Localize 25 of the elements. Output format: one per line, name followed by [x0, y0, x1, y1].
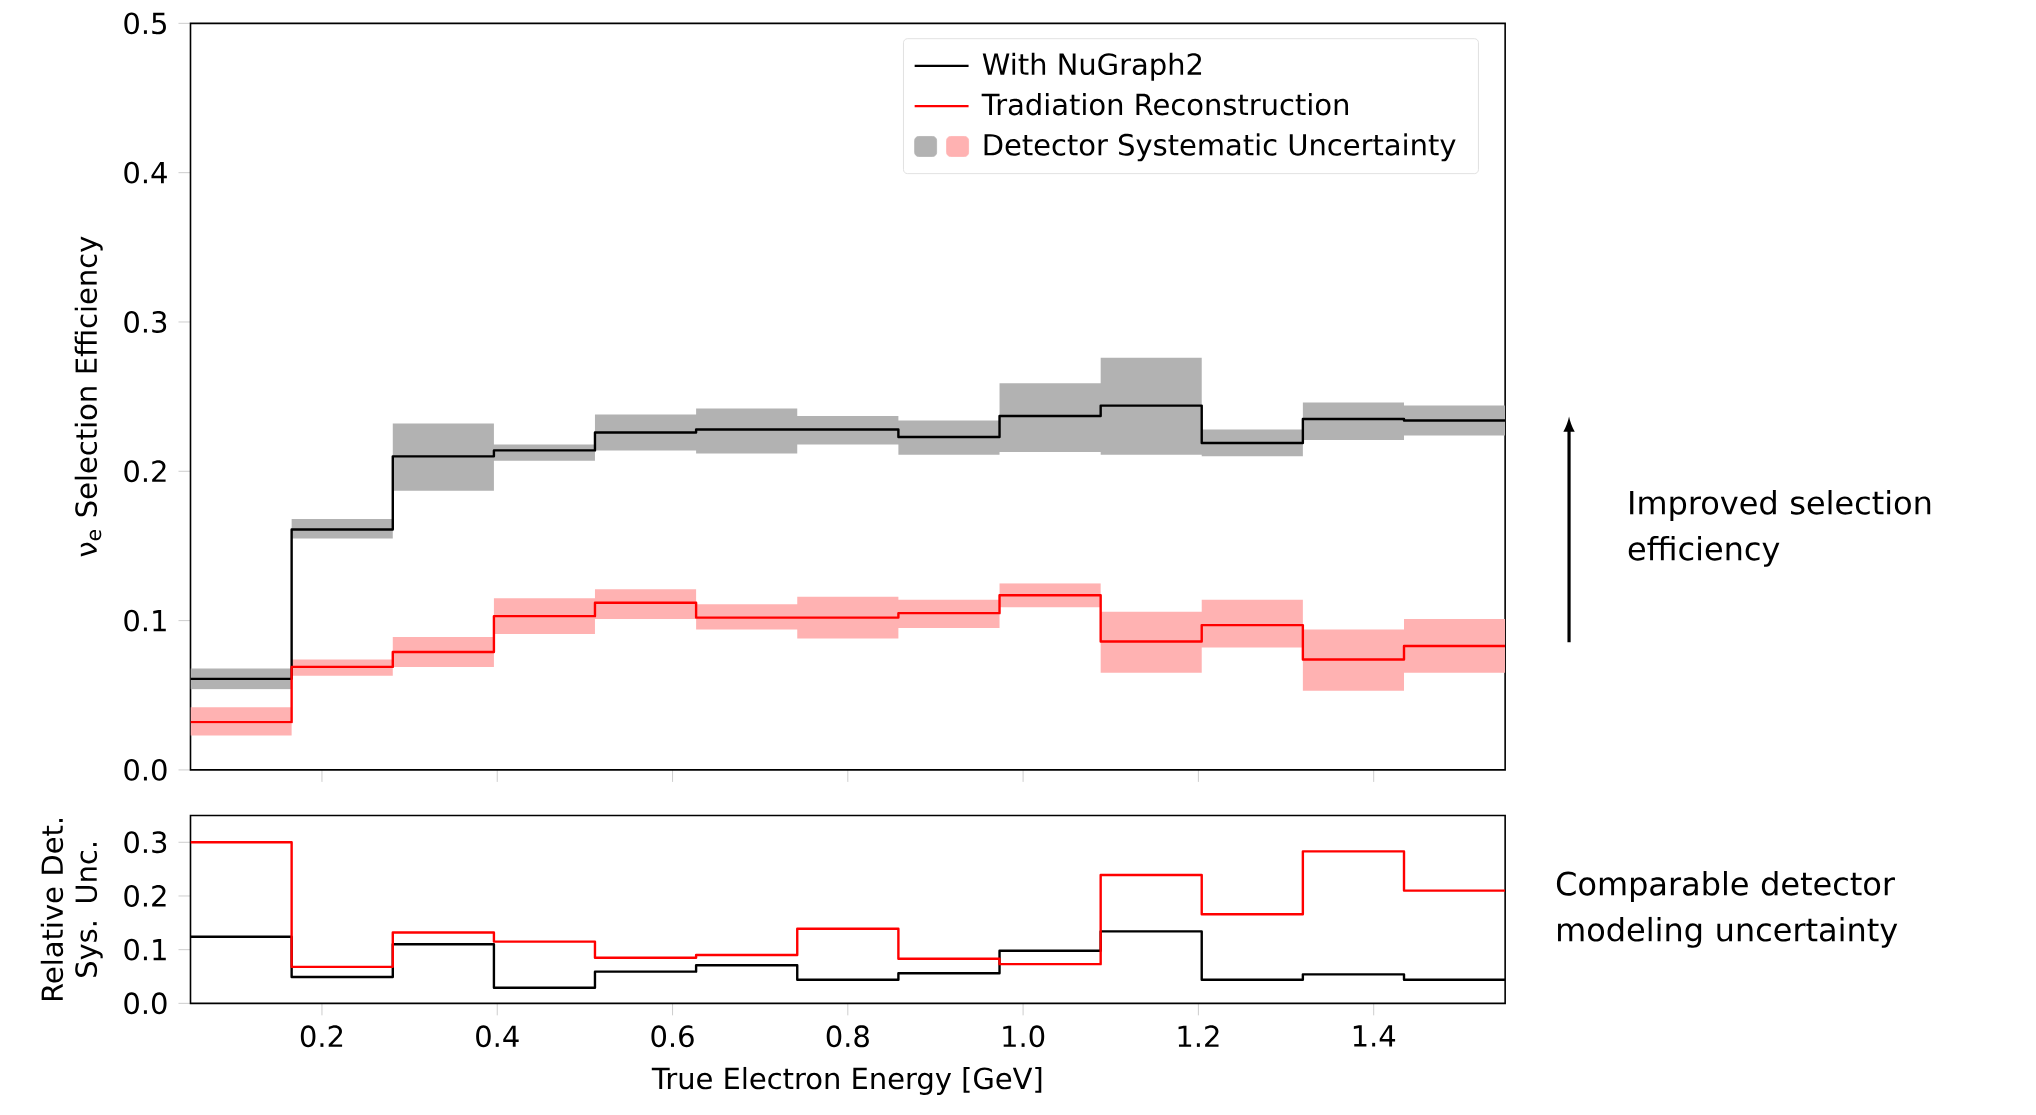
x-tick-label: 0.6 — [651, 1025, 694, 1048]
text: Improved selection efficiency — [1628, 489, 1931, 567]
y-tick-label: 0.3 — [124, 831, 167, 854]
y-tick-label: 0.0 — [124, 758, 167, 781]
y-tick-label: 0.0 — [124, 992, 167, 1015]
x-tick-label: 1.4 — [1353, 1025, 1396, 1047]
x-tick-label: 0.4 — [476, 1025, 519, 1048]
annotation: Detector Systematic Uncertainty — [984, 133, 1456, 162]
x-tick-label: 0.8 — [826, 1025, 869, 1048]
y-tick-label: 0.3 — [124, 310, 167, 333]
x-axis-title: True Electron Energy [GeV] — [651, 1066, 1042, 1095]
y-tick-label: 0.1 — [124, 609, 166, 632]
y-tick-label: 0.1 — [124, 938, 166, 961]
legend-label: Tradiation Reconstruction — [981, 92, 1348, 116]
y-axis-title: Relative Det. Sys. Unc. — [40, 818, 103, 1000]
y-axis-title: ν$_{e}$ Selection Efficiency — [74, 236, 103, 557]
text: Comparable detector modeling uncertainty — [1556, 870, 1898, 948]
legend-label: With NuGraph2 — [982, 52, 1202, 81]
y-tick-label: 0.2 — [124, 884, 166, 907]
x-tick-label: 0.2 — [300, 1025, 343, 1048]
y-tick-label: 0.2 — [124, 460, 166, 483]
x-tick-label: 1.2 — [1178, 1025, 1219, 1047]
y-tick-label: 0.4 — [124, 161, 167, 184]
y-tick-label: 0.5 — [124, 12, 166, 35]
x-tick-label: 1.0 — [1003, 1025, 1045, 1048]
